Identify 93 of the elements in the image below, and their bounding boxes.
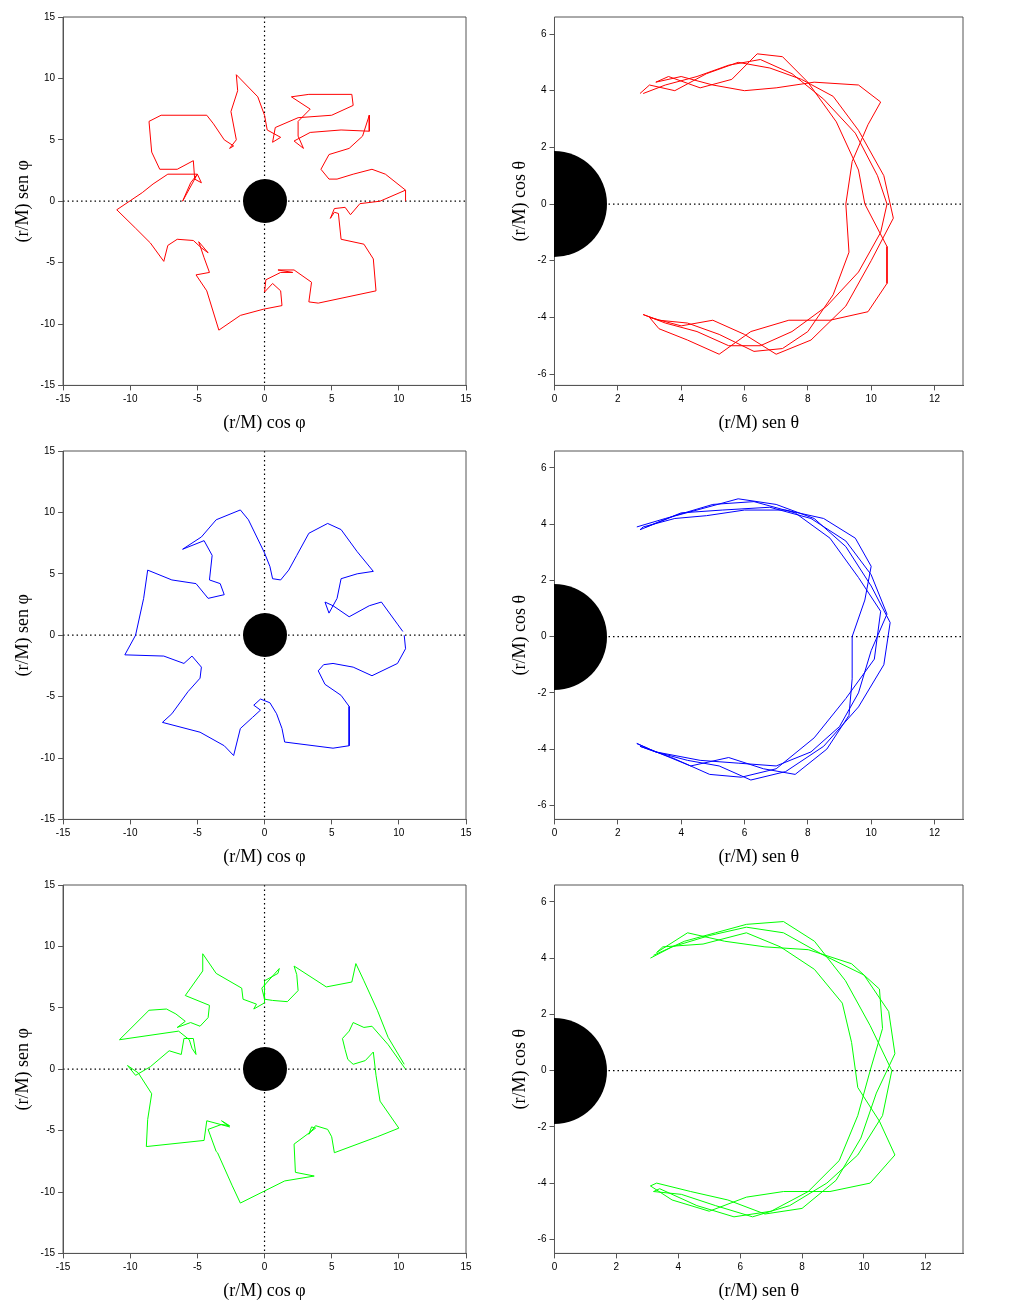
x-tick-label: 8: [805, 393, 812, 405]
x-tick-label: 10: [865, 827, 878, 839]
x-tick-label: -5: [192, 393, 203, 405]
y-tick-label: -4: [537, 1176, 547, 1188]
x-axis-title: (r/M) sen θ: [718, 845, 800, 867]
x-axis-title: (r/M) cos φ: [223, 1279, 306, 1301]
x-tick-label: 5: [328, 827, 335, 839]
y-axis-title: (r/M) cos θ: [508, 160, 530, 242]
x-tick-label: 4: [678, 827, 685, 839]
x-tick-label: 15: [460, 827, 472, 839]
x-tick-label: 2: [615, 393, 622, 405]
y-tick-label: 4: [540, 84, 547, 96]
y-tick-label: 4: [540, 517, 547, 529]
x-tick-label: 0: [551, 827, 558, 839]
y-axis-title: (r/M) sen φ: [11, 160, 33, 243]
y-axis-title: (r/M) sen φ: [11, 594, 33, 677]
x-tick-label: 0: [261, 1261, 268, 1273]
x-tick-label: 2: [613, 1261, 620, 1273]
y-tick-label: 15: [43, 878, 56, 890]
x-tick-label: 8: [805, 827, 812, 839]
x-tick-label: 0: [551, 393, 558, 405]
x-tick-label: 4: [675, 1261, 682, 1273]
y-tick-label: 0: [49, 628, 56, 640]
y-tick-label: 5: [49, 1001, 56, 1013]
y-tick-label: -5: [46, 256, 56, 268]
y-tick-label: 4: [540, 951, 547, 963]
y-axis-title: (r/M) cos θ: [508, 594, 530, 676]
y-tick-label: -4: [537, 742, 547, 754]
x-tick-label: -10: [122, 393, 138, 405]
y-tick-label: -6: [537, 1233, 547, 1245]
x-tick-label: 10: [858, 1261, 870, 1273]
y-tick-label: 10: [43, 72, 56, 84]
x-tick-label: 0: [551, 1261, 558, 1273]
x-tick-label: 15: [460, 393, 472, 405]
y-axis-title: (r/M) cos θ: [508, 1028, 530, 1110]
x-axis-title: (r/M) cos φ: [223, 411, 306, 433]
x-tick-label: 6: [741, 393, 748, 405]
x-tick-label: 8: [799, 1261, 806, 1273]
x-tick-label: -10: [122, 1261, 138, 1273]
x-tick-label: 0: [261, 827, 268, 839]
y-tick-label: 6: [540, 895, 547, 907]
x-tick-label: 12: [920, 1261, 932, 1273]
x-tick-label: 5: [328, 1261, 335, 1273]
y-tick-label: -4: [537, 311, 547, 323]
x-tick-label: -5: [192, 827, 203, 839]
x-tick-label: 10: [865, 393, 878, 405]
x-tick-label: 4: [678, 393, 685, 405]
x-tick-label: 2: [615, 827, 622, 839]
y-tick-label: 5: [49, 133, 56, 145]
y-tick-label: 6: [540, 461, 547, 473]
x-tick-label: -5: [192, 1261, 203, 1273]
x-tick-label: 0: [261, 393, 268, 405]
y-tick-label: -15: [40, 1247, 56, 1259]
y-tick-label: -6: [537, 367, 547, 379]
y-tick-label: -6: [537, 799, 547, 811]
x-tick-label: 6: [741, 827, 748, 839]
x-tick-label: 10: [393, 393, 405, 405]
y-tick-label: -10: [40, 751, 56, 763]
y-tick-label: -2: [537, 1120, 547, 1132]
y-tick-label: -10: [40, 1185, 56, 1197]
y-tick-label: 15: [43, 444, 56, 456]
x-tick-label: 10: [393, 827, 405, 839]
y-tick-label: 0: [540, 1064, 547, 1076]
y-tick-label: 0: [49, 1062, 56, 1074]
x-tick-label: 6: [737, 1261, 744, 1273]
x-tick-label: 5: [328, 393, 335, 405]
y-tick-label: 0: [540, 630, 547, 642]
y-tick-label: -10: [40, 317, 56, 329]
x-tick-label: 12: [928, 393, 941, 405]
y-tick-label: 2: [540, 1008, 547, 1020]
y-tick-label: -2: [537, 686, 547, 698]
y-tick-label: 0: [540, 197, 547, 209]
y-tick-label: -5: [46, 1124, 56, 1136]
x-tick-label: 15: [460, 1261, 472, 1273]
x-axis-title: (r/M) sen θ: [718, 1279, 800, 1301]
y-tick-label: -5: [46, 690, 56, 702]
y-tick-label: 0: [49, 194, 56, 206]
y-tick-label: 5: [49, 567, 56, 579]
x-tick-label: -10: [122, 827, 138, 839]
y-tick-label: -15: [40, 813, 56, 825]
y-tick-label: 10: [43, 506, 56, 518]
y-tick-label: 15: [43, 10, 56, 22]
y-tick-label: 2: [540, 574, 547, 586]
y-axis-title: (r/M) sen φ: [11, 1028, 33, 1111]
y-tick-label: 10: [43, 940, 56, 952]
y-tick-label: -2: [537, 254, 547, 266]
x-tick-label: 12: [928, 827, 941, 839]
x-axis-title: (r/M) sen θ: [718, 411, 800, 433]
y-tick-label: -15: [40, 379, 56, 391]
y-tick-label: 2: [540, 141, 547, 153]
x-tick-label: 10: [393, 1261, 405, 1273]
y-tick-label: 6: [540, 27, 547, 39]
x-axis-title: (r/M) cos φ: [223, 845, 306, 867]
